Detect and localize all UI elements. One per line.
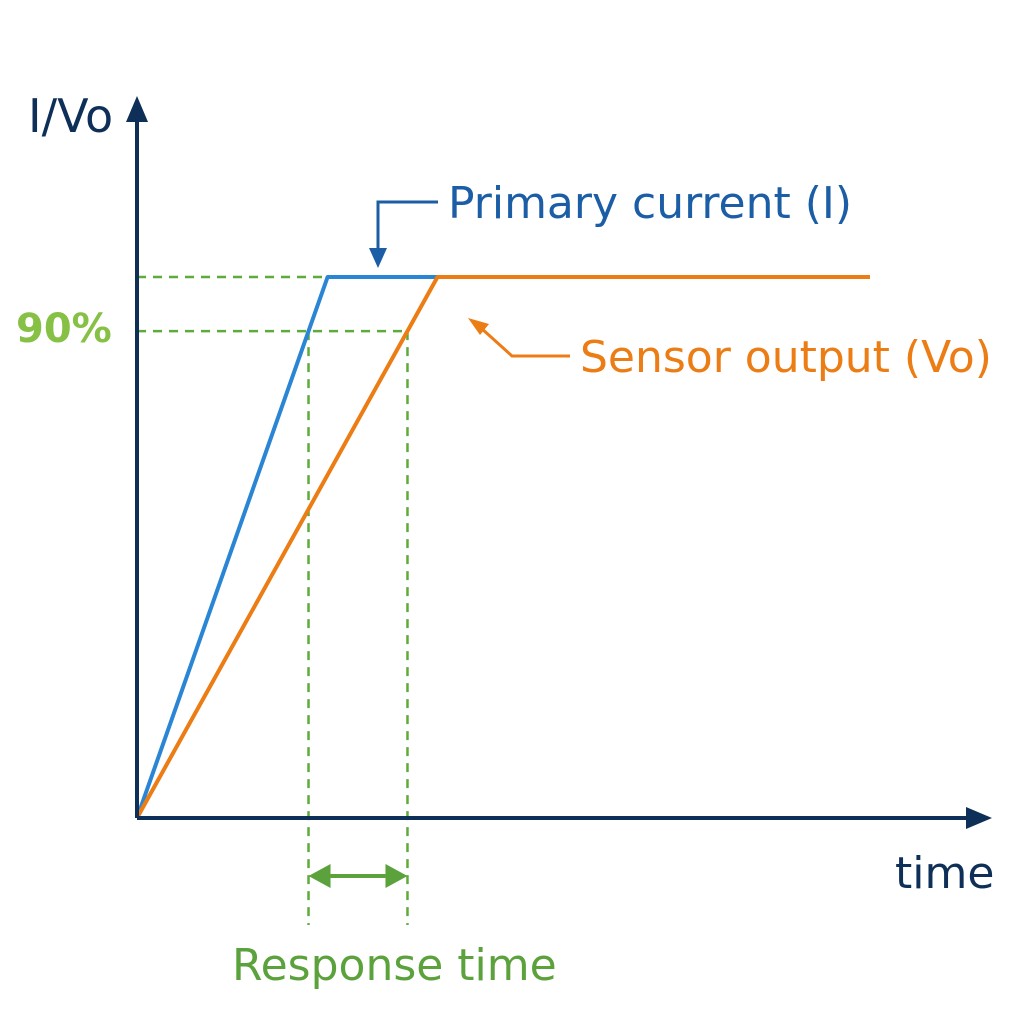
threshold-label: 90% — [16, 306, 112, 352]
sensor-output-pointer — [479, 326, 570, 358]
primary-current-pointer — [376, 200, 438, 252]
response-time-marker: Response time — [232, 864, 557, 991]
x-axis-arrowhead — [966, 807, 992, 829]
sensor-annotation: Sensor output (Vo) — [468, 318, 992, 383]
y-axis-arrowhead — [126, 96, 148, 122]
guide-lines — [137, 275, 438, 925]
response-time-arrowhead-left — [308, 864, 331, 888]
primary-annotation: Primary current (I) — [369, 178, 852, 268]
sensor-output-pointer-head — [468, 318, 489, 335]
response-time-arrowhead-right — [385, 864, 408, 888]
primary-current-pointer-head — [369, 248, 387, 268]
x-axis-label: time — [895, 848, 994, 899]
y-axis-label: I/Vo — [28, 89, 113, 143]
axes — [126, 96, 992, 829]
sensor-output-line — [135, 275, 870, 819]
series-layer — [135, 275, 870, 819]
sensor-output-label: Sensor output (Vo) — [580, 332, 992, 383]
primary-current-label: Primary current (I) — [448, 178, 852, 229]
response-time-label: Response time — [232, 940, 557, 991]
